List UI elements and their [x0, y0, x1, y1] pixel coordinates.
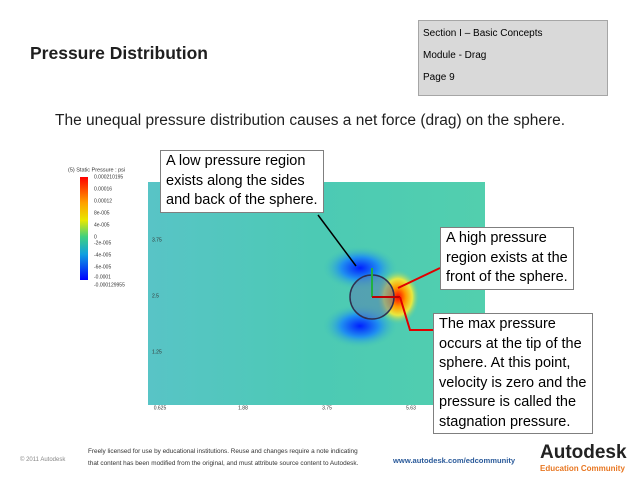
callout: The max pressure occurs at the tip of the… [433, 313, 593, 434]
module: Module - Drag [423, 50, 487, 61]
x-axis-label: 1.88 [238, 405, 248, 411]
callout-line: velocity is zero and the [439, 374, 587, 391]
legend-label: -0.000129955 [94, 282, 125, 288]
callout-line: front of the sphere. [446, 269, 568, 285]
callout-line: stagnation pressure. [439, 413, 571, 430]
legend-title: (5) Static Pressure : psi [68, 167, 125, 173]
legend-label: 0.000210195 [94, 174, 123, 180]
color-bar [80, 177, 88, 280]
callout-line: occurs at the tip of the [439, 335, 582, 352]
callout-line: region exists at the [446, 249, 568, 266]
y-axis-label: 2.5 [152, 293, 159, 299]
footer: © 2011 Autodesk Freely licensed for use … [0, 440, 638, 478]
legend-label: -2e-005 [94, 240, 111, 246]
x-axis-label: 5.63 [406, 405, 416, 411]
logo: Autodesk [540, 442, 627, 463]
page: Page 9 [423, 72, 455, 83]
title: Pressure Distribution [30, 43, 208, 63]
callout-line: A low pressure region [166, 153, 306, 169]
callout-line: and back of the sphere. [166, 192, 318, 208]
legend-label: -0.0001 [94, 274, 111, 280]
license: Freely licensed for use by educational i… [88, 448, 358, 455]
pointer [317, 214, 357, 267]
x-axis-label: 0.625 [154, 405, 167, 411]
legend-label: 0.00016 [94, 186, 112, 192]
logo-sub: Education Community [540, 464, 625, 473]
y-axis-label: 3.75 [152, 237, 162, 243]
callout-line: exists along the sides [166, 172, 305, 189]
url: www.autodesk.com/edcommunity [393, 456, 516, 465]
legend-label: -6e-005 [94, 264, 111, 270]
legend-label: 0 [94, 234, 97, 240]
callout-line: A high pressure [446, 230, 547, 246]
pointer [397, 267, 441, 289]
callout-line: sphere. At this point, [439, 355, 571, 371]
subtitle: The unequal pressure distribution causes… [55, 112, 566, 129]
pointer [399, 296, 433, 331]
legend-label: 0.00012 [94, 198, 112, 204]
plot-area [148, 182, 485, 405]
section: Section I – Basic Concepts [423, 28, 543, 39]
legend-label: 8e-005 [94, 210, 110, 216]
x-axis-label: 3.75 [322, 405, 332, 411]
callout-line: pressure is called the [439, 394, 577, 410]
legend-label: -4e-005 [94, 252, 111, 258]
header-box: Section I – Basic Concepts Module - Drag… [418, 20, 608, 96]
callout-line: The max pressure [439, 316, 556, 332]
y-axis-label: 1.25 [152, 349, 162, 355]
callout: A low pressure region exists along the si… [160, 150, 324, 213]
copyright: © 2011 Autodesk [20, 457, 66, 463]
legend-label: 4e-005 [94, 222, 110, 228]
license: that content has been modified from the … [88, 460, 359, 467]
callout: A high pressure region exists at the front… [440, 227, 574, 290]
